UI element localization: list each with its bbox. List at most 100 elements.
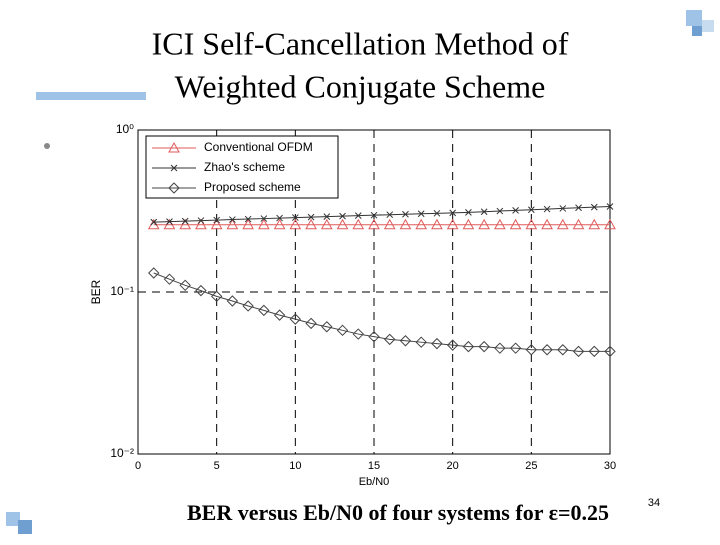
marker [336, 324, 349, 337]
y-tick-label: 10⁻¹ [110, 284, 134, 298]
marker [431, 337, 443, 350]
marker [478, 340, 490, 353]
marker [354, 212, 362, 220]
marker [291, 214, 299, 221]
marker [289, 313, 302, 325]
marker [368, 218, 380, 230]
marker [386, 211, 394, 219]
caption: BER versus Eb/N0 of four systems for ε=0… [187, 500, 609, 525]
marker [352, 218, 365, 230]
marker [168, 182, 180, 194]
marker [541, 344, 553, 356]
marker [321, 321, 333, 333]
y-tick-label: 10⁻² [110, 446, 134, 460]
page-number: 34 [648, 497, 660, 509]
marker [384, 333, 396, 346]
marker [210, 290, 223, 303]
marker [150, 218, 158, 226]
marker [383, 218, 396, 230]
y-tick-label: 10⁰ [116, 122, 134, 136]
marker [273, 309, 286, 321]
marker [336, 218, 349, 230]
marker [242, 300, 254, 312]
marker [512, 207, 519, 214]
x-tick-label: 15 [368, 460, 380, 472]
marker [276, 214, 283, 222]
legend-label: Conventional OFDM [204, 140, 313, 154]
marker [352, 328, 364, 340]
title-bar [36, 92, 146, 100]
marker [449, 209, 457, 217]
marker [462, 340, 475, 353]
decoration [686, 10, 702, 26]
marker [465, 209, 472, 216]
marker [572, 345, 585, 358]
marker [260, 215, 268, 222]
x-tick-label: 0 [135, 460, 141, 472]
decoration [692, 26, 702, 36]
marker [509, 218, 522, 230]
marker [496, 207, 504, 215]
marker [588, 218, 601, 230]
marker [525, 344, 538, 356]
x-tick-label: 5 [214, 460, 220, 472]
marker [543, 205, 551, 213]
legend-label: Proposed scheme [204, 180, 301, 194]
x-tick-label: 30 [604, 460, 616, 472]
marker [604, 345, 616, 358]
marker [446, 339, 459, 351]
marker [181, 217, 189, 225]
decoration [18, 520, 32, 534]
marker [433, 209, 441, 217]
marker [226, 218, 239, 230]
marker [606, 203, 614, 210]
marker [258, 218, 270, 230]
marker [242, 218, 254, 230]
marker [320, 218, 333, 230]
marker [402, 210, 409, 218]
marker [166, 218, 173, 225]
chart: 0 5 10 15 20 25 30 10⁻² 10⁻¹ 10⁰ Eb/N0 BER Conventio… [89, 122, 616, 488]
marker [273, 218, 286, 230]
marker [307, 213, 315, 221]
marker [494, 218, 506, 230]
marker [289, 218, 302, 230]
marker [527, 206, 535, 214]
marker [462, 218, 475, 230]
decoration [6, 512, 20, 526]
x-axis-label: Eb/N0 [359, 476, 390, 488]
marker [368, 330, 380, 343]
marker [509, 342, 522, 354]
slide-title: ICI Self-Cancellation Method of [152, 25, 569, 61]
marker [478, 218, 490, 230]
marker [525, 218, 538, 230]
marker [559, 205, 567, 212]
marker [226, 295, 239, 307]
marker [604, 218, 616, 230]
marker [148, 267, 160, 279]
marker [339, 212, 346, 220]
marker [399, 335, 412, 347]
marker [213, 216, 221, 224]
decoration [702, 20, 714, 32]
marker [305, 218, 317, 230]
marker [590, 203, 598, 211]
x-tick-label: 10 [289, 460, 301, 472]
marker [480, 208, 488, 216]
marker [446, 218, 459, 230]
marker [415, 336, 427, 348]
marker [258, 304, 270, 317]
slide-title: Weighted Conjugate Scheme [175, 68, 546, 104]
marker [575, 204, 582, 212]
bullet [44, 143, 50, 149]
y-axis-label: BER [89, 279, 103, 304]
marker [229, 216, 236, 223]
marker [210, 218, 223, 230]
legend-label: Zhao's scheme [204, 160, 285, 174]
marker [195, 284, 207, 297]
x-tick-label: 25 [525, 460, 537, 472]
legend: Conventional OFDM Zhao's scheme Proposed s… [145, 135, 339, 199]
marker [179, 279, 191, 292]
marker [541, 218, 553, 230]
